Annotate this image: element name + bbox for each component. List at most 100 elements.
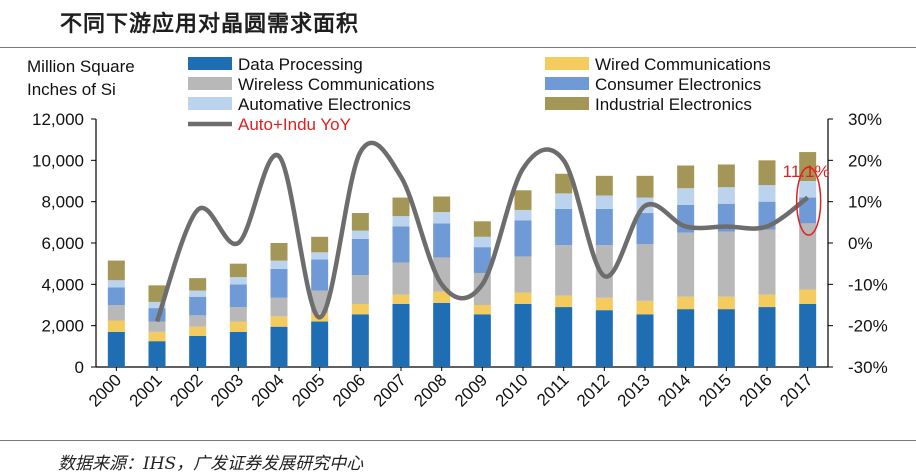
bar-segment-automative-electronics	[270, 260, 288, 269]
bar-segment-wired-communications	[351, 303, 369, 315]
legend-label-industrial-electronics: Industrial Electronics	[595, 95, 752, 114]
x-tick-label: 2008	[410, 370, 450, 410]
bar-segment-automative-electronics	[473, 236, 491, 248]
bar-segment-industrial-electronics	[270, 243, 288, 261]
x-tick-label: 2006	[329, 370, 369, 410]
bar-segment-automative-electronics	[514, 209, 532, 221]
bar-segment-automative-electronics	[311, 252, 329, 260]
bar-segment-wireless-communications	[189, 315, 207, 327]
bar-segment-wired-communications	[758, 294, 776, 308]
bar-segment-data-processing	[270, 326, 288, 367]
bar-segment-wireless-communications	[677, 232, 695, 297]
bar-segment-wired-communications	[473, 305, 491, 315]
x-tick-label: 2000	[85, 370, 125, 410]
x-tick-label: 2016	[736, 370, 776, 410]
bar-segment-consumer-electronics	[595, 208, 613, 246]
bar-segment-automative-electronics	[148, 301, 166, 309]
bar-segment-wireless-communications	[392, 262, 410, 295]
y2-tick-label: -20%	[848, 317, 888, 336]
legend-swatch-wireless-communications	[188, 77, 232, 90]
bar-segment-industrial-electronics	[189, 278, 207, 291]
bar-segment-automative-electronics	[717, 187, 735, 204]
bottom-divider	[0, 440, 916, 441]
bar-segment-wireless-communications	[758, 229, 776, 295]
x-tick-label: 2010	[492, 370, 532, 410]
bar-segment-wireless-communications	[107, 305, 125, 321]
bar-segment-wireless-communications	[555, 245, 573, 296]
bar-segment-industrial-electronics	[636, 175, 654, 198]
x-tick-label: 2012	[573, 370, 613, 410]
bar-segment-data-processing	[392, 303, 410, 367]
stacked-bar-chart: Million Square Inches of Si Data Process…	[27, 55, 888, 411]
bar-segment-wireless-communications	[636, 244, 654, 301]
bar-segment-wired-communications	[799, 289, 817, 304]
y-axis-label-line2: Inches of Si	[27, 80, 116, 99]
bar-segment-wireless-communications	[799, 223, 817, 290]
x-tick-label: 2002	[166, 370, 206, 410]
bar-segment-data-processing	[229, 331, 247, 367]
y-tick-label: 10,000	[32, 151, 84, 170]
bar-segment-wired-communications	[148, 331, 166, 342]
bar-segment-industrial-electronics	[758, 160, 776, 186]
bar-segment-data-processing	[595, 310, 613, 367]
bar-segment-automative-electronics	[392, 216, 410, 227]
bar-segment-consumer-electronics	[636, 213, 654, 245]
x-tick-label: 2017	[776, 370, 816, 410]
bar-segment-data-processing	[799, 303, 817, 367]
bar-segment-wired-communications	[555, 295, 573, 308]
bar-segment-data-processing	[189, 336, 207, 367]
y-tick-label: 12,000	[32, 110, 84, 129]
bar-segment-consumer-electronics	[229, 284, 247, 308]
legend-swatch-automative-electronics	[188, 97, 232, 110]
bar-segment-data-processing	[311, 321, 329, 367]
bar-segment-industrial-electronics	[433, 196, 451, 212]
annotation-group: 11.1%	[783, 162, 830, 236]
x-tick-label: 2009	[451, 370, 491, 410]
legend-label-yoy-line: Auto+Indu YoY	[238, 115, 351, 134]
bar-segment-industrial-electronics	[311, 236, 329, 253]
bar-segment-automative-electronics	[107, 280, 125, 288]
legend-label-automative-electronics: Automative Electronics	[238, 95, 411, 114]
bar-segment-wired-communications	[392, 294, 410, 304]
y2-tick-label: 10%	[848, 193, 882, 212]
y-tick-label: 0	[75, 358, 84, 377]
y-tick-label: 4,000	[41, 275, 84, 294]
bar-segment-automative-electronics	[758, 185, 776, 202]
bar-segment-consumer-electronics	[351, 238, 369, 276]
x-tick-label: 2001	[126, 370, 166, 410]
legend: Data Processing Wired Communications Wirel…	[188, 55, 771, 134]
bar-segment-wired-communications	[595, 297, 613, 311]
bar-segment-data-processing	[148, 341, 166, 367]
annotation-label: 11.1%	[783, 162, 830, 181]
bars	[107, 152, 817, 367]
bar-segment-industrial-electronics	[555, 173, 573, 194]
legend-label-wired-communications: Wired Communications	[595, 55, 771, 74]
legend-label-data-processing: Data Processing	[238, 55, 363, 74]
bar-segment-wired-communications	[717, 296, 735, 310]
y-axis-label-line1: Million Square	[27, 57, 135, 76]
bar-segment-data-processing	[717, 309, 735, 367]
y2-tick-label: -30%	[848, 358, 888, 377]
legend-label-consumer-electronics: Consumer Electronics	[595, 75, 761, 94]
x-tick-label: 2011	[533, 370, 572, 409]
x-tick-label: 2014	[654, 370, 694, 410]
bar-segment-data-processing	[555, 307, 573, 367]
bar-segment-industrial-electronics	[351, 213, 369, 231]
y-tick-label: 8,000	[41, 193, 84, 212]
bar-segment-wired-communications	[107, 320, 125, 332]
x-tick-label: 2005	[288, 370, 328, 410]
bar-segment-industrial-electronics	[392, 197, 410, 217]
x-tick-label: 2013	[614, 370, 654, 410]
bar-segment-industrial-electronics	[717, 164, 735, 188]
bar-segment-data-processing	[514, 303, 532, 367]
bar-segment-wireless-communications	[270, 297, 288, 317]
yoy-line-group	[154, 140, 810, 323]
annotation-circle	[795, 166, 822, 236]
bar-segment-wired-communications	[270, 316, 288, 327]
y2-tick-label: -10%	[848, 275, 888, 294]
bar-segment-automative-electronics	[229, 277, 247, 285]
bar-segment-wireless-communications	[514, 256, 532, 293]
bar-segment-wired-communications	[189, 326, 207, 336]
bar-segment-consumer-electronics	[473, 247, 491, 273]
bar-segment-wireless-communications	[433, 257, 451, 292]
